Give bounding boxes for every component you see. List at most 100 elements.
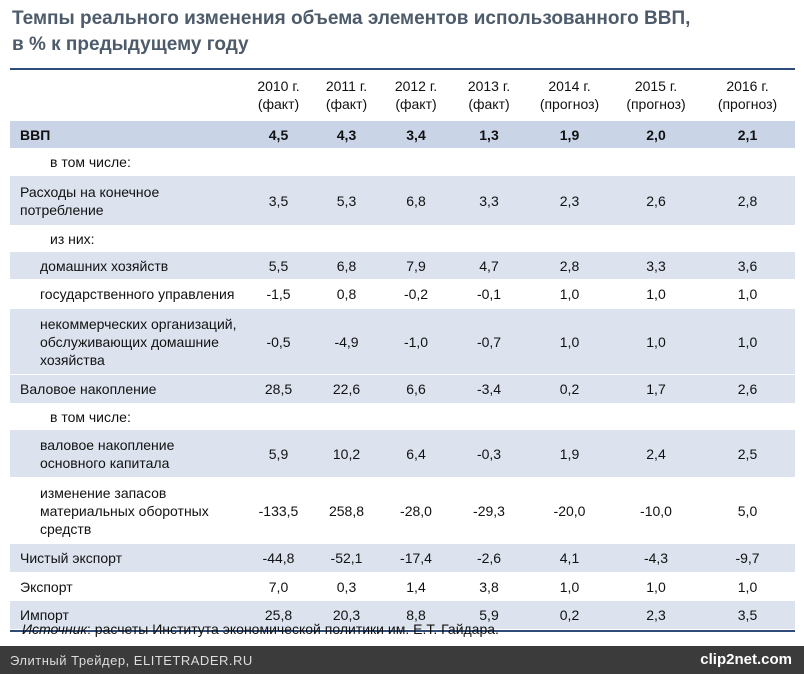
table-row: домашних хозяйств 5,5 6,8 7,9 4,7 2,8 3,3 3,6 — [10, 252, 795, 280]
value-cell: 3,3 — [646, 257, 666, 274]
row-label: Чистый экспорт — [10, 549, 245, 567]
value-cell: 2,6 — [646, 192, 666, 209]
table-row: Импорт 25,8 20,3 8,8 5,9 0,2 2,3 3,5 — [10, 601, 795, 630]
value-cell: 22,6 — [332, 381, 361, 397]
value-cell: 1,0 — [737, 333, 758, 350]
row-label-line: в том числе: — [50, 154, 131, 170]
column-header-line: 2011 г. — [325, 78, 368, 94]
value-cell: 8,8 — [406, 607, 426, 623]
column-header-line: 2014 г. — [548, 78, 591, 94]
row-label: домашних хозяйств — [10, 257, 245, 275]
table-row: Расходы на конечное потребление 3,5 5,3 6,8 3… — [10, 176, 795, 226]
value-cell: 3,3 — [479, 192, 499, 209]
value-cell: -17,4 — [400, 550, 432, 566]
value-cell: 6,8 — [406, 192, 426, 209]
value-cell: 1,0 — [737, 286, 758, 302]
row-label-line: материальных оборотных — [40, 502, 209, 519]
row-label: Валовое накопление — [10, 380, 245, 398]
table-row: Чистый экспорт -44,8 -52,1 -17,4 -2,6 4,1 -4,3… — [10, 544, 795, 573]
value-cell: 7,0 — [268, 578, 289, 595]
value-cell: 1,0 — [646, 578, 666, 595]
row-label-line: средств — [40, 520, 92, 537]
value-cell: 258,8 — [328, 502, 365, 519]
value-cell: 6,4 — [406, 445, 426, 462]
table-row: изменение запасов материальных оборотных с… — [10, 478, 795, 544]
table-row: в том числе: — [10, 404, 795, 430]
value-cell: 4,1 — [559, 550, 580, 566]
column-header: 2013 г. (факт) — [451, 77, 527, 113]
value-cell: 2,8 — [559, 257, 580, 274]
value-cell: 2,6 — [737, 381, 758, 397]
value-cell: 3,8 — [479, 578, 499, 595]
value-cell: 6,6 — [406, 381, 426, 397]
column-header: 2015 г. (прогноз) — [612, 77, 700, 113]
row-label-line: обслуживающих домашние — [40, 333, 219, 350]
column-header-line: (прогноз) — [717, 96, 778, 112]
value-cell: -3,4 — [476, 381, 502, 397]
value-cell: -9,7 — [735, 550, 760, 566]
row-label: из них: — [10, 230, 245, 248]
header-row: 2010 г. (факт) 2011 г. (факт) 2012 г. (факт) 2… — [10, 70, 795, 121]
value-cell: 1,4 — [406, 578, 426, 595]
row-label: Импорт — [10, 606, 245, 624]
table: 2010 г. (факт) 2011 г. (факт) 2012 г. (факт) 2… — [10, 68, 795, 632]
value-cell: 5,5 — [268, 257, 289, 274]
value-cell: -29,3 — [473, 502, 505, 519]
footer: Элитный Трейдер, ELITETRADER.RU clip2net… — [0, 646, 804, 674]
value-cell: 4,3 — [336, 126, 357, 143]
row-label: изменение запасов материальных оборотных с… — [10, 484, 245, 538]
value-cell: 2,3 — [559, 192, 580, 209]
row-label-line: валовое накопление — [40, 436, 175, 453]
value-cell: 1,9 — [559, 126, 580, 143]
column-header-line: (прогноз) — [539, 96, 600, 112]
column-header-line: (факт) — [257, 96, 300, 112]
column-header-line: 2013 г. — [467, 78, 511, 94]
row-label: государственного управления — [10, 285, 245, 303]
value-cell: 2,0 — [646, 126, 666, 143]
value-cell: -133,5 — [258, 502, 299, 519]
value-cell: -10,0 — [640, 502, 672, 519]
value-cell: -0,3 — [476, 445, 502, 462]
column-header-line: 2016 г. — [726, 78, 769, 94]
row-label: в том числе: — [10, 153, 245, 171]
value-cell: -4,3 — [643, 550, 669, 566]
row-label: Экспорт — [10, 578, 245, 596]
value-cell: -1,5 — [266, 286, 291, 302]
source: Источник: расчеты Института экономическо… — [22, 621, 499, 637]
row-label-line: Экспорт — [20, 578, 73, 595]
row-label-line: ВВП — [20, 126, 51, 143]
row-label-line: основного капитала — [40, 454, 170, 471]
value-cell: 10,2 — [332, 445, 361, 462]
value-cell: 2,5 — [737, 445, 758, 462]
column-header: 2012 г. (факт) — [381, 77, 451, 113]
value-cell: 1,3 — [479, 126, 499, 143]
value-cell: 3,5 — [268, 192, 289, 209]
value-cell: -52,1 — [330, 550, 363, 566]
value-cell: 4,7 — [479, 257, 499, 274]
value-cell: 5,9 — [268, 445, 289, 462]
title-line: Темпы реального изменения объема элемент… — [12, 8, 691, 29]
column-header-line: 2012 г. — [394, 78, 438, 94]
row-label: ВВП — [10, 126, 245, 144]
row-label-line: Валовое накопление — [20, 381, 157, 397]
value-cell: 2,3 — [646, 607, 666, 623]
column-header: 2014 г. (прогноз) — [527, 77, 612, 113]
row-label-line: домашних хозяйств — [40, 257, 169, 274]
row-label-line: Расходы на конечное — [20, 183, 160, 200]
value-cell: 1,9 — [559, 445, 580, 462]
table-row: некоммерческих организаций, обслуживающих… — [10, 309, 795, 375]
table-row: государственного управления -1,5 0,8 -0,2 -0… — [10, 280, 795, 309]
value-cell: 25,8 — [264, 607, 293, 623]
row-label-line: изменение запасов — [40, 484, 167, 501]
row-label-line: Чистый экспорт — [20, 550, 123, 566]
value-cell: -1,0 — [403, 333, 429, 350]
value-cell: -4,9 — [334, 333, 359, 350]
logo: clip2net.com — [700, 651, 792, 668]
column-header: 2016 г. (прогноз) — [700, 77, 795, 113]
table-row: ВВП 4,5 4,3 3,4 1,3 1,9 2,0 2,1 — [10, 121, 795, 149]
column-header: 2011 г. (факт) — [312, 77, 381, 113]
value-cell: 0,2 — [559, 381, 580, 397]
value-cell: 3,5 — [737, 607, 758, 623]
row-label-line: некоммерческих организаций, — [40, 315, 237, 332]
